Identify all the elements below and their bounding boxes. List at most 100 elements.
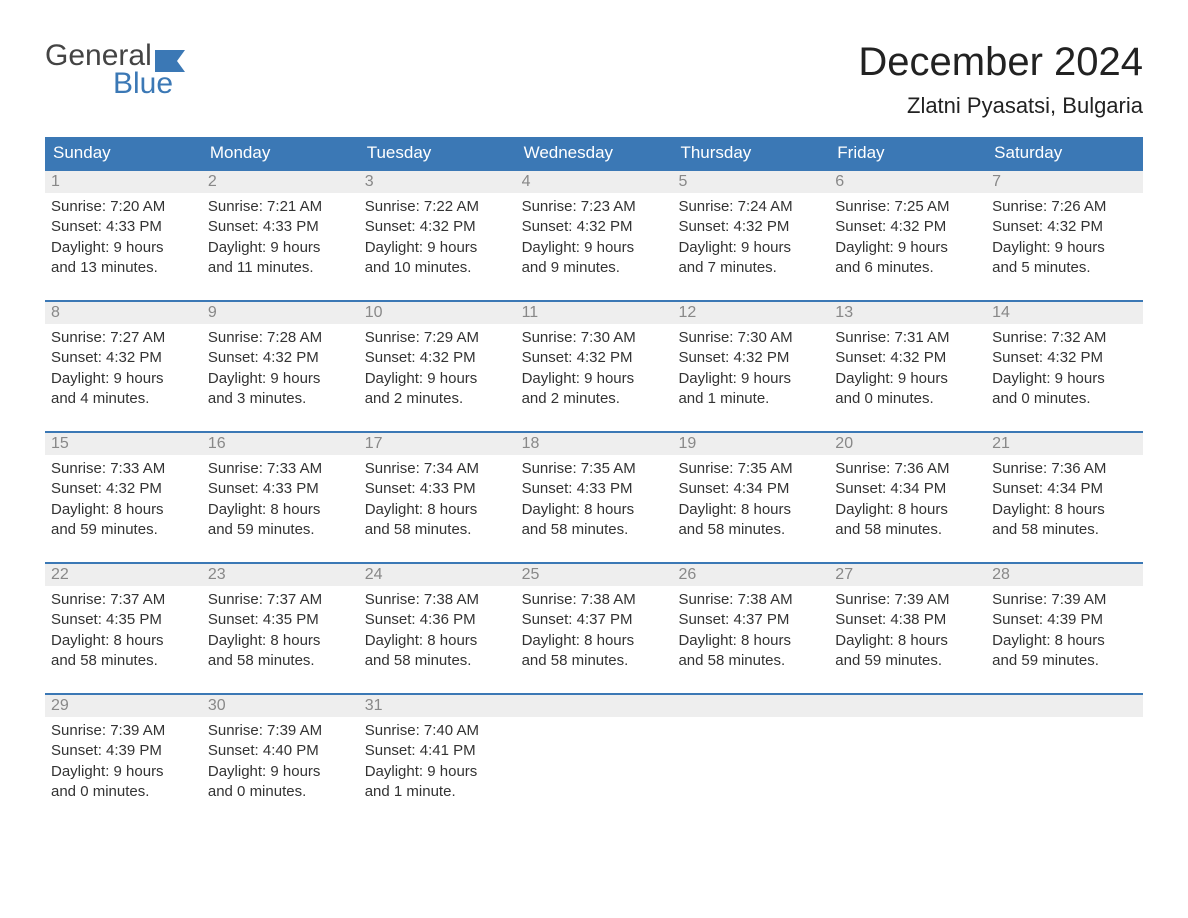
day-daylight2: and 58 minutes. (522, 651, 667, 671)
day-number: 15 (45, 433, 202, 455)
day-sunset: Sunset: 4:34 PM (678, 479, 823, 499)
day-number: 13 (829, 302, 986, 324)
day-cell: 9Sunrise: 7:28 AMSunset: 4:32 PMDaylight… (202, 302, 359, 413)
day-number: 26 (672, 564, 829, 586)
day-daylight2: and 7 minutes. (678, 258, 823, 278)
day-daylight1: Daylight: 8 hours (678, 500, 823, 520)
day-daylight2: and 58 minutes. (365, 651, 510, 671)
day-daylight1: Daylight: 9 hours (835, 369, 980, 389)
weekday-header: Friday (829, 137, 986, 169)
day-cell: 31Sunrise: 7:40 AMSunset: 4:41 PMDayligh… (359, 695, 516, 806)
day-cell: 28Sunrise: 7:39 AMSunset: 4:39 PMDayligh… (986, 564, 1143, 675)
day-cell: 8Sunrise: 7:27 AMSunset: 4:32 PMDaylight… (45, 302, 202, 413)
day-sunrise: Sunrise: 7:36 AM (992, 459, 1137, 479)
day-content: Sunrise: 7:32 AMSunset: 4:32 PMDaylight:… (986, 324, 1143, 413)
day-daylight1: Daylight: 9 hours (835, 238, 980, 258)
day-content: Sunrise: 7:27 AMSunset: 4:32 PMDaylight:… (45, 324, 202, 413)
day-content: Sunrise: 7:22 AMSunset: 4:32 PMDaylight:… (359, 193, 516, 282)
day-daylight1: Daylight: 8 hours (992, 631, 1137, 651)
day-sunset: Sunset: 4:34 PM (835, 479, 980, 499)
weeks-container: 1Sunrise: 7:20 AMSunset: 4:33 PMDaylight… (45, 169, 1143, 806)
day-number-empty (829, 695, 986, 717)
day-daylight1: Daylight: 9 hours (678, 238, 823, 258)
day-content: Sunrise: 7:30 AMSunset: 4:32 PMDaylight:… (672, 324, 829, 413)
day-number: 5 (672, 171, 829, 193)
day-cell: 2Sunrise: 7:21 AMSunset: 4:33 PMDaylight… (202, 171, 359, 282)
day-content: Sunrise: 7:37 AMSunset: 4:35 PMDaylight:… (45, 586, 202, 675)
day-sunset: Sunset: 4:35 PM (208, 610, 353, 630)
logo-text-blue: Blue (113, 68, 185, 100)
week-row: 1Sunrise: 7:20 AMSunset: 4:33 PMDaylight… (45, 169, 1143, 282)
day-daylight1: Daylight: 9 hours (365, 238, 510, 258)
day-content: Sunrise: 7:23 AMSunset: 4:32 PMDaylight:… (516, 193, 673, 282)
day-sunset: Sunset: 4:32 PM (365, 348, 510, 368)
day-content: Sunrise: 7:29 AMSunset: 4:32 PMDaylight:… (359, 324, 516, 413)
day-content: Sunrise: 7:38 AMSunset: 4:36 PMDaylight:… (359, 586, 516, 675)
day-cell: 22Sunrise: 7:37 AMSunset: 4:35 PMDayligh… (45, 564, 202, 675)
day-daylight1: Daylight: 8 hours (51, 631, 196, 651)
day-sunset: Sunset: 4:39 PM (51, 741, 196, 761)
day-content: Sunrise: 7:24 AMSunset: 4:32 PMDaylight:… (672, 193, 829, 282)
day-daylight2: and 58 minutes. (522, 520, 667, 540)
day-daylight2: and 4 minutes. (51, 389, 196, 409)
day-sunrise: Sunrise: 7:27 AM (51, 328, 196, 348)
day-daylight2: and 10 minutes. (365, 258, 510, 278)
day-number: 6 (829, 171, 986, 193)
weekday-header: Thursday (672, 137, 829, 169)
day-sunset: Sunset: 4:32 PM (835, 348, 980, 368)
day-number: 16 (202, 433, 359, 455)
day-cell (672, 695, 829, 806)
day-cell (986, 695, 1143, 806)
day-daylight2: and 6 minutes. (835, 258, 980, 278)
day-content: Sunrise: 7:37 AMSunset: 4:35 PMDaylight:… (202, 586, 359, 675)
day-sunset: Sunset: 4:37 PM (678, 610, 823, 630)
day-sunset: Sunset: 4:32 PM (678, 217, 823, 237)
logo: General Blue (45, 40, 185, 99)
day-sunset: Sunset: 4:33 PM (365, 479, 510, 499)
day-sunrise: Sunrise: 7:37 AM (51, 590, 196, 610)
day-cell: 5Sunrise: 7:24 AMSunset: 4:32 PMDaylight… (672, 171, 829, 282)
day-daylight2: and 5 minutes. (992, 258, 1137, 278)
day-daylight1: Daylight: 9 hours (208, 762, 353, 782)
day-sunrise: Sunrise: 7:25 AM (835, 197, 980, 217)
day-number: 7 (986, 171, 1143, 193)
day-daylight1: Daylight: 9 hours (51, 762, 196, 782)
day-daylight2: and 2 minutes. (365, 389, 510, 409)
day-daylight2: and 58 minutes. (365, 520, 510, 540)
day-cell: 14Sunrise: 7:32 AMSunset: 4:32 PMDayligh… (986, 302, 1143, 413)
day-sunset: Sunset: 4:33 PM (208, 479, 353, 499)
day-cell: 21Sunrise: 7:36 AMSunset: 4:34 PMDayligh… (986, 433, 1143, 544)
day-cell: 29Sunrise: 7:39 AMSunset: 4:39 PMDayligh… (45, 695, 202, 806)
week-row: 22Sunrise: 7:37 AMSunset: 4:35 PMDayligh… (45, 562, 1143, 675)
day-sunset: Sunset: 4:32 PM (365, 217, 510, 237)
day-daylight2: and 58 minutes. (678, 651, 823, 671)
day-sunset: Sunset: 4:36 PM (365, 610, 510, 630)
day-number: 11 (516, 302, 673, 324)
day-content: Sunrise: 7:30 AMSunset: 4:32 PMDaylight:… (516, 324, 673, 413)
day-sunset: Sunset: 4:40 PM (208, 741, 353, 761)
day-cell: 30Sunrise: 7:39 AMSunset: 4:40 PMDayligh… (202, 695, 359, 806)
day-daylight2: and 2 minutes. (522, 389, 667, 409)
day-sunset: Sunset: 4:41 PM (365, 741, 510, 761)
day-sunset: Sunset: 4:34 PM (992, 479, 1137, 499)
month-title: December 2024 (858, 40, 1143, 85)
day-daylight1: Daylight: 9 hours (522, 369, 667, 389)
day-cell: 25Sunrise: 7:38 AMSunset: 4:37 PMDayligh… (516, 564, 673, 675)
day-content: Sunrise: 7:28 AMSunset: 4:32 PMDaylight:… (202, 324, 359, 413)
day-daylight1: Daylight: 8 hours (835, 631, 980, 651)
day-daylight1: Daylight: 9 hours (365, 762, 510, 782)
day-daylight1: Daylight: 8 hours (522, 500, 667, 520)
day-cell: 13Sunrise: 7:31 AMSunset: 4:32 PMDayligh… (829, 302, 986, 413)
day-number: 22 (45, 564, 202, 586)
day-cell: 10Sunrise: 7:29 AMSunset: 4:32 PMDayligh… (359, 302, 516, 413)
day-sunset: Sunset: 4:32 PM (51, 348, 196, 368)
day-sunrise: Sunrise: 7:26 AM (992, 197, 1137, 217)
day-daylight1: Daylight: 8 hours (51, 500, 196, 520)
day-sunrise: Sunrise: 7:38 AM (678, 590, 823, 610)
day-content: Sunrise: 7:33 AMSunset: 4:32 PMDaylight:… (45, 455, 202, 544)
day-cell: 7Sunrise: 7:26 AMSunset: 4:32 PMDaylight… (986, 171, 1143, 282)
day-sunrise: Sunrise: 7:39 AM (835, 590, 980, 610)
day-daylight2: and 0 minutes. (835, 389, 980, 409)
day-cell: 26Sunrise: 7:38 AMSunset: 4:37 PMDayligh… (672, 564, 829, 675)
day-cell: 27Sunrise: 7:39 AMSunset: 4:38 PMDayligh… (829, 564, 986, 675)
